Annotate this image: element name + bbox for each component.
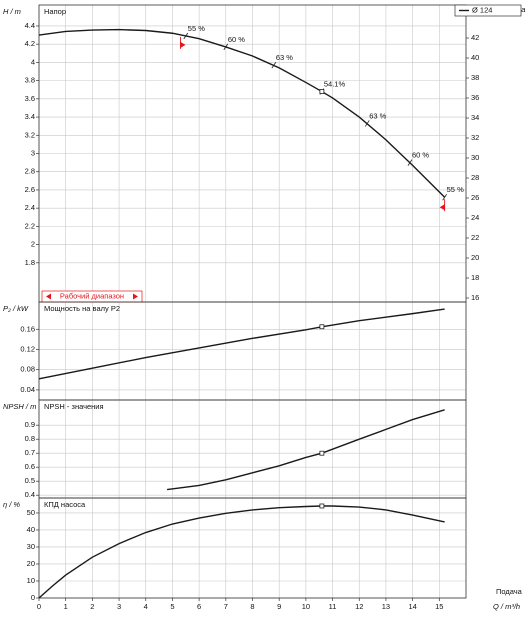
range-arrow (439, 204, 445, 211)
y-tick-label: 10 (27, 576, 35, 585)
x-tick-label: 2 (90, 602, 94, 611)
y2-tick-label: 36 (471, 93, 479, 102)
x-tick-label: 1 (64, 602, 68, 611)
efficiency-label: 54.1% (324, 80, 346, 89)
y-tick-label: 4.4 (25, 21, 35, 30)
y-tick-label: 3 (31, 148, 35, 157)
y-tick-label: 1.8 (25, 258, 35, 267)
efficiency-label: 63 % (276, 53, 293, 62)
y-tick-label: 40 (27, 525, 35, 534)
panel-title: Мощность на валу P2 (44, 304, 120, 313)
x-tick-label: 0 (37, 602, 41, 611)
y-axis-label: P₂ / kW (3, 304, 29, 313)
y-tick-label: 0.04 (20, 385, 35, 394)
curve (38, 505, 445, 599)
y-tick-label: 2.8 (25, 167, 35, 176)
y2-tick-label: 30 (471, 153, 479, 162)
x-tick-label: 5 (170, 602, 174, 611)
y-tick-label: 0.12 (20, 344, 35, 353)
y-tick-label: 4 (31, 57, 35, 66)
x-tick-label: 15 (435, 602, 443, 611)
y2-tick-label: 38 (471, 73, 479, 82)
y2-tick-label: 16 (471, 293, 479, 302)
curve (38, 28, 446, 198)
duty-point (319, 503, 325, 509)
y2-tick-label: 34 (471, 113, 479, 122)
y-tick-label: 2.2 (25, 221, 35, 230)
x-tick-label: 11 (329, 602, 337, 611)
y2-tick-label: 18 (471, 273, 479, 282)
x-tick-label: 9 (277, 602, 281, 611)
efficiency-tick (183, 32, 189, 40)
x-tick-label: 8 (250, 602, 254, 611)
y2-tick-label: 32 (471, 133, 479, 142)
efficiency-label: 55 % (188, 24, 205, 33)
x-tick-label: 14 (408, 602, 416, 611)
curve (38, 308, 445, 380)
efficiency-label: 60 % (412, 151, 429, 160)
efficiency-tick (407, 159, 413, 166)
y-axis-label: H / m (3, 7, 21, 16)
y-tick-label: 0.4 (25, 490, 35, 499)
range-label-arrow (46, 293, 51, 300)
x-tick-label: 7 (224, 602, 228, 611)
y-tick-label: 0.6 (25, 462, 35, 471)
y-tick-label: 0.8 (25, 434, 35, 443)
y-tick-label: 0.08 (20, 365, 35, 374)
y-axis-label: NPSH / m (3, 402, 36, 411)
y-tick-label: 0.16 (20, 324, 35, 333)
y-tick-label: 3.6 (25, 94, 35, 103)
x-axis-label: Q / m³/h (493, 602, 520, 611)
y2-tick-label: 28 (471, 173, 479, 182)
y2-tick-label: 26 (471, 193, 479, 202)
x-tick-label: 13 (382, 602, 390, 611)
x-tick-label: 10 (302, 602, 310, 611)
y-tick-label: 2.6 (25, 185, 35, 194)
legend-label: Ø 124 (472, 5, 492, 14)
y-tick-label: 0 (31, 593, 35, 602)
efficiency-label: 60 % (228, 35, 245, 44)
y2-tick-label: 42 (471, 33, 479, 42)
y-tick-label: 30 (27, 542, 35, 551)
x-tick-label: 4 (144, 602, 148, 611)
range-arrow (180, 41, 186, 48)
curve (167, 409, 445, 491)
legend-box (454, 4, 522, 17)
efficiency-label: 55 % (447, 185, 464, 194)
y-tick-label: 2 (31, 240, 35, 249)
efficiency-tick (223, 43, 229, 51)
x-axis-caption: Подача (496, 587, 523, 596)
y-tick-label: 20 (27, 559, 35, 568)
y-tick-label: 3.8 (25, 76, 35, 85)
duty-point (319, 324, 325, 330)
y-axis-label: η / % (3, 500, 20, 509)
efficiency-tick (271, 61, 277, 69)
panel-title: NPSH - значения (44, 402, 104, 411)
duty-point (319, 450, 325, 456)
efficiency-tick (364, 120, 370, 127)
x-tick-label: 6 (197, 602, 201, 611)
y2-tick-label: 40 (471, 53, 479, 62)
duty-point (319, 89, 325, 94)
panel-title: Напор (44, 7, 66, 16)
y-tick-label: 2.4 (25, 203, 35, 212)
y2-tick-label: 24 (471, 213, 479, 222)
y2-tick-label: 20 (471, 253, 479, 262)
y-tick-label: 0.9 (25, 420, 35, 429)
efficiency-tick (442, 194, 447, 201)
efficiency-label: 63 % (369, 111, 386, 120)
y2-tick-label: 22 (471, 233, 479, 242)
range-label-arrow (133, 293, 138, 300)
y-tick-label: 3.4 (25, 112, 35, 121)
y-tick-label: 0.7 (25, 448, 35, 457)
y-tick-label: 4.2 (25, 39, 35, 48)
range-label: Рабочий диапазон (60, 291, 124, 300)
y-tick-label: 0.5 (25, 476, 35, 485)
panel-title: КПД насоса (44, 500, 86, 509)
x-tick-label: 3 (117, 602, 121, 611)
y-tick-label: 3.2 (25, 130, 35, 139)
x-tick-label: 12 (355, 602, 363, 611)
y-tick-label: 50 (27, 508, 35, 517)
